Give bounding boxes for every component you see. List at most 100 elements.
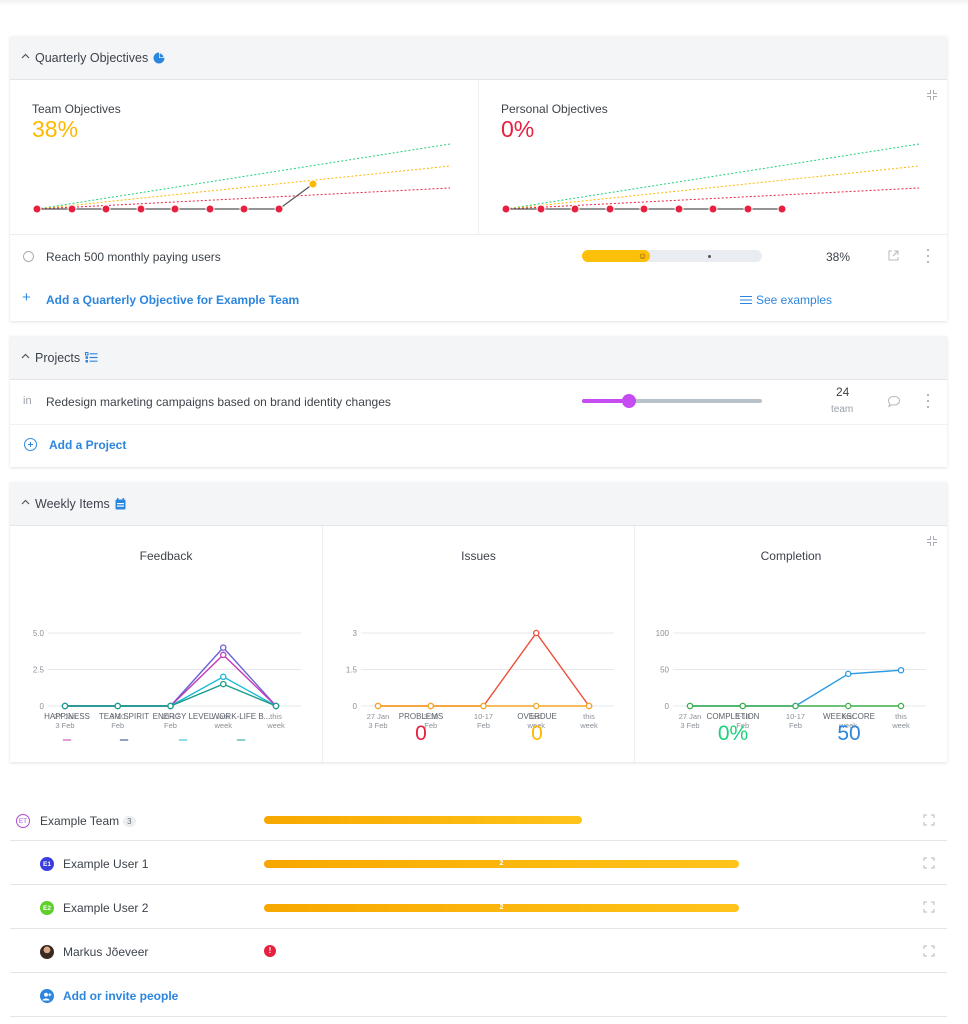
- chevron-up-icon[interactable]: [21, 497, 33, 508]
- legend-label: ENERGY LEVEL: [152, 712, 214, 721]
- y-tick-label: 0: [665, 702, 670, 711]
- smiley-icon: ☺: [638, 251, 648, 261]
- objective-percent: 38%: [826, 250, 851, 264]
- team-name[interactable]: Example Team 3: [40, 814, 136, 828]
- legend-value: 0: [415, 722, 427, 745]
- more-options-icon[interactable]: [925, 249, 931, 263]
- trend-point: [170, 204, 180, 214]
- more-options-icon[interactable]: [925, 394, 931, 408]
- y-tick-label: 50: [660, 666, 669, 675]
- objective-progress-fill: [582, 250, 650, 262]
- collapse-icon[interactable]: [926, 89, 938, 101]
- add-project-link[interactable]: Add a Project: [49, 438, 127, 452]
- projects-header[interactable]: Projects: [10, 336, 947, 380]
- objective-progress-bar[interactable]: ☺: [582, 250, 762, 262]
- team-progress-bar: [264, 816, 582, 824]
- x-tick-label: 3 Feb: [680, 721, 699, 730]
- add-people-row[interactable]: Add or invite people: [10, 973, 947, 1017]
- task-list-icon: [85, 352, 98, 363]
- objective-checkbox[interactable]: [23, 251, 34, 262]
- add-people-link[interactable]: Add or invite people: [63, 989, 179, 1003]
- data-point: [167, 702, 174, 710]
- x-tick-label: 10-17: [786, 712, 805, 721]
- objective-row[interactable]: Reach 500 monthly paying users ☺ 38%: [10, 235, 947, 279]
- data-point: [427, 702, 435, 710]
- x-tick-label: 27 Jan: [679, 712, 702, 721]
- member-row[interactable]: E2 Example User 2 2: [10, 885, 947, 929]
- legend-value: –: [236, 731, 246, 748]
- data-point: [739, 702, 747, 710]
- project-prefix: in: [23, 395, 32, 407]
- y-tick-label: 1.5: [346, 666, 358, 675]
- x-tick-label: last: [217, 712, 230, 721]
- add-user-icon[interactable]: [40, 989, 54, 1003]
- x-tick-label: 27 Jan: [367, 712, 390, 721]
- x-tick-label: week: [838, 721, 857, 730]
- personal-objectives-panel: Personal Objectives 0%: [479, 80, 947, 235]
- team-objectives-trend-chart: [32, 143, 451, 214]
- data-point: [897, 702, 905, 710]
- member-row[interactable]: Markus Jõeveer !: [10, 929, 947, 973]
- x-tick-label: week: [266, 721, 285, 730]
- member-row[interactable]: E1 Example User 1 2: [10, 841, 947, 885]
- data-point: [114, 702, 122, 710]
- x-tick-label: week: [526, 721, 545, 730]
- x-tick-label: week: [213, 721, 232, 730]
- expand-icon[interactable]: [923, 857, 935, 869]
- member-name[interactable]: Example User 2: [63, 901, 149, 915]
- alert-icon[interactable]: !: [264, 945, 276, 957]
- projects-card: Projects in Redesign marketing campaigns…: [10, 336, 947, 467]
- people-list: ET Example Team 3 E1 Example User 1 2 E2 …: [10, 800, 947, 1017]
- chevron-up-icon[interactable]: [21, 51, 33, 62]
- data-point: [686, 702, 694, 710]
- collapse-icon[interactable]: [926, 535, 938, 547]
- project-row[interactable]: in Redesign marketing campaigns based on…: [10, 380, 947, 425]
- data-point: [532, 629, 540, 637]
- feedback-panel: Feedback 5.0 2.5 0 27 Jan 3 Feb 3-10 Feb 10-17 F…: [10, 526, 322, 762]
- data-point: [219, 680, 227, 688]
- member-name[interactable]: Markus Jõeveer: [63, 945, 149, 959]
- team-name-text[interactable]: Example Team: [40, 814, 120, 828]
- trend-point: [101, 204, 111, 214]
- project-progress-slider[interactable]: [582, 394, 762, 408]
- objective-title[interactable]: Reach 500 monthly paying users: [46, 250, 221, 264]
- y-tick-label: 100: [656, 629, 670, 638]
- comment-icon[interactable]: [887, 395, 901, 408]
- x-tick-label: 10-17: [161, 712, 180, 721]
- legend-label: PROBLEMS: [398, 712, 444, 721]
- series-line: [65, 683, 277, 707]
- trend-point: [501, 204, 511, 214]
- trend-point: [777, 204, 787, 214]
- section-title: Quarterly Objectives: [35, 50, 149, 65]
- add-objective-link[interactable]: Add a Quarterly Objective for Example Te…: [46, 293, 300, 307]
- member-name[interactable]: Example User 1: [63, 857, 149, 871]
- trend-point: [674, 204, 684, 214]
- open-external-icon[interactable]: [887, 249, 900, 262]
- list-icon: [740, 295, 752, 305]
- expand-icon[interactable]: [923, 814, 935, 826]
- add-circle-icon[interactable]: [24, 438, 37, 451]
- trend-point: [32, 204, 42, 214]
- legend-label: OVERDUE: [517, 712, 557, 721]
- weekly-items-header[interactable]: Weekly Items: [10, 482, 947, 526]
- see-examples-label[interactable]: See examples: [756, 293, 833, 307]
- x-tick-label: Feb: [736, 721, 749, 730]
- expand-icon[interactable]: [923, 901, 935, 913]
- quarterly-objectives-header[interactable]: Quarterly Objectives: [10, 36, 947, 80]
- x-tick-label: week: [891, 721, 910, 730]
- trend-point: [708, 204, 718, 214]
- project-title[interactable]: Redesign marketing campaigns based on br…: [46, 395, 391, 409]
- member-count-badge: 3: [123, 816, 136, 827]
- chevron-up-icon[interactable]: [21, 351, 33, 362]
- y-tick-label: 3: [353, 629, 358, 638]
- slider-handle[interactable]: [622, 394, 636, 408]
- member-avatar: E1: [40, 857, 54, 871]
- plus-icon[interactable]: +: [22, 289, 31, 306]
- see-examples-link[interactable]: See examples: [740, 293, 832, 307]
- team-row[interactable]: ET Example Team 3: [10, 800, 947, 841]
- expand-icon[interactable]: [923, 945, 935, 957]
- trend-point: [743, 204, 753, 214]
- member-avatar: [40, 945, 54, 959]
